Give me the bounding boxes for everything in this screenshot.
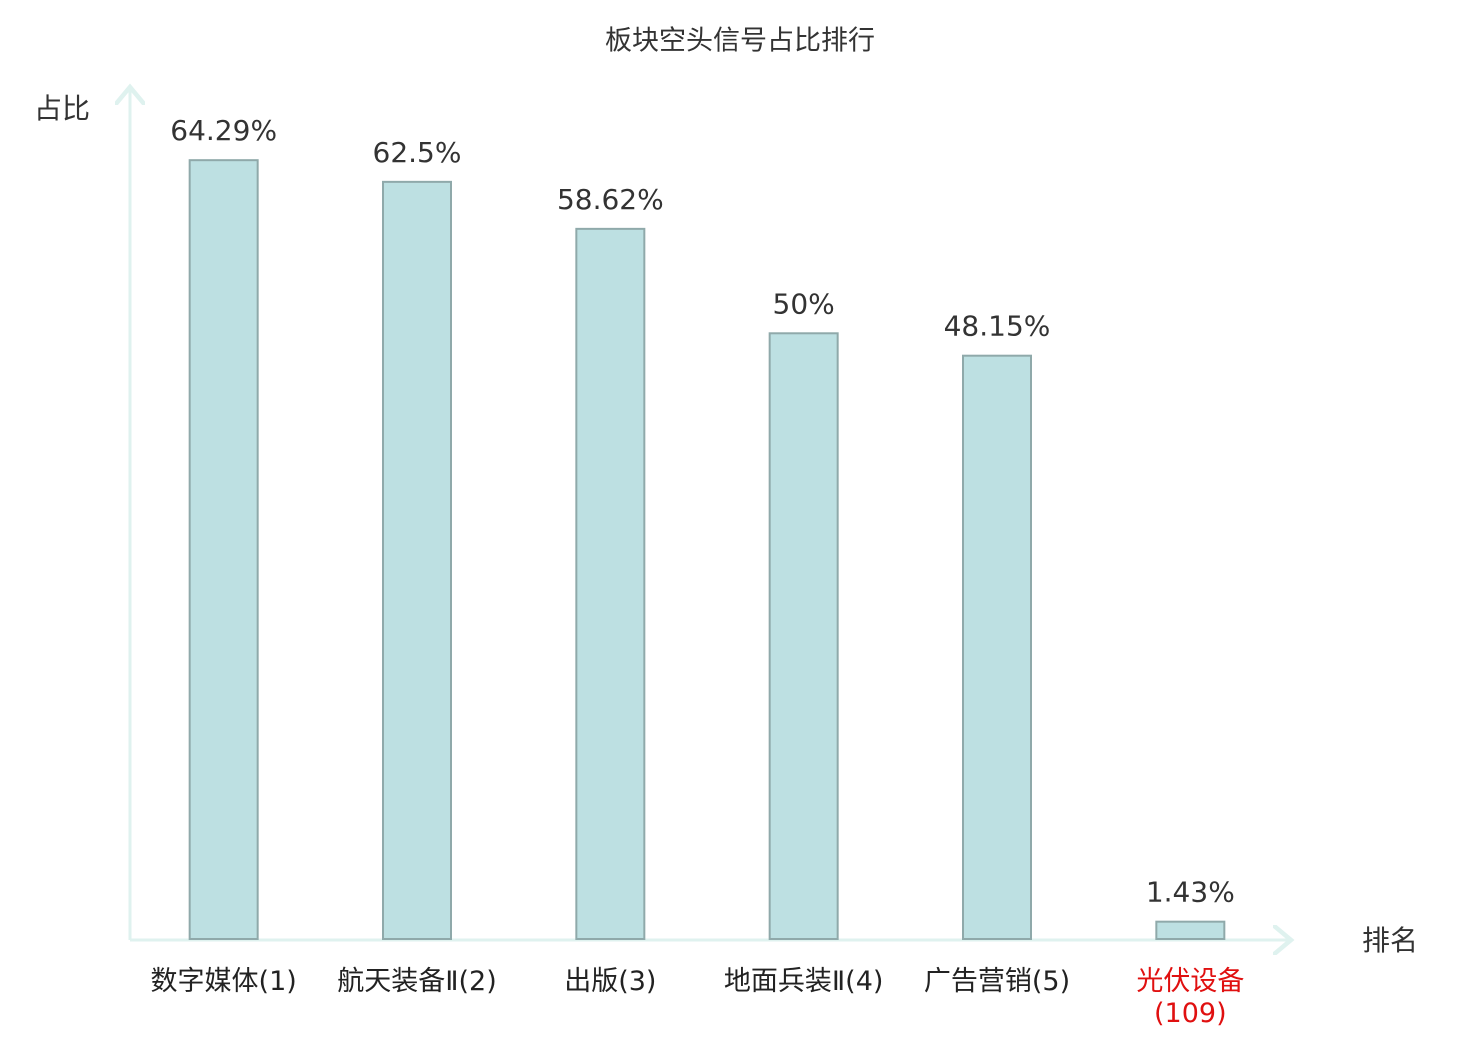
data-label: 62.5% — [373, 136, 462, 169]
bar — [575, 227, 646, 940]
x-tick-label: 广告营销(5) — [923, 966, 1071, 997]
x-tick-label: 数字媒体(1) — [150, 966, 297, 997]
chart-title: 板块空头信号占比排行 — [605, 26, 875, 57]
x-tick-label: 出版(3) — [564, 966, 657, 997]
data-label: 50% — [773, 287, 835, 320]
data-label: 64.29% — [170, 114, 277, 147]
x-axis-label: 排名 — [1362, 924, 1418, 957]
data-label: 1.43% — [1146, 876, 1235, 909]
bar — [768, 332, 839, 940]
data-label: 48.15% — [944, 310, 1051, 343]
x-tick-label: 光伏设备(109) — [1136, 966, 1245, 1029]
bar — [1155, 920, 1226, 941]
x-tick-label: 航天装备Ⅱ(2) — [337, 966, 497, 997]
y-axis-label: 占比 — [34, 92, 90, 125]
bar — [188, 159, 259, 941]
bar — [962, 354, 1032, 940]
data-label: 58.62% — [557, 183, 664, 216]
x-tick-label: 地面兵装Ⅱ(4) — [723, 966, 884, 997]
bar — [382, 180, 452, 941]
